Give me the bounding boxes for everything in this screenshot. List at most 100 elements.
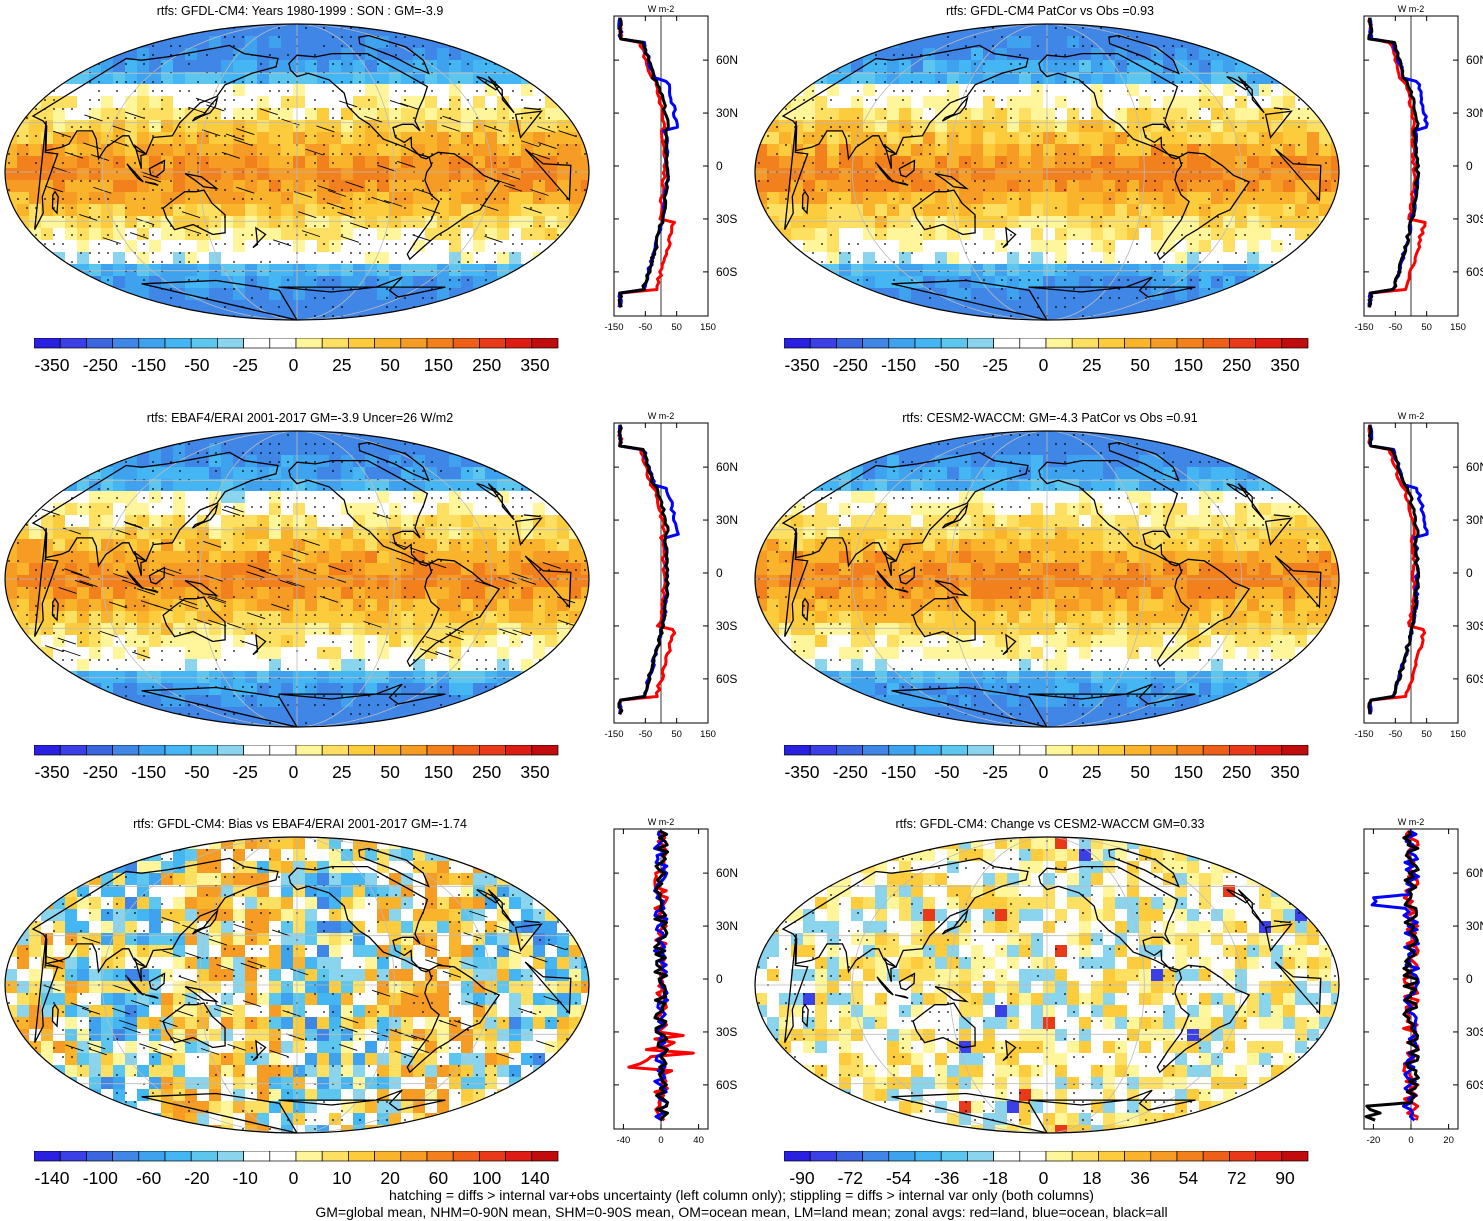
colorbar-swatch (217, 338, 244, 349)
profile-xtick: -50 (638, 322, 652, 333)
colorbar-swatch (243, 745, 271, 756)
colorbar-swatch (914, 338, 942, 349)
graticule (755, 431, 1339, 727)
colorbar-swatch (1281, 745, 1309, 756)
colorbar-label: -20 (184, 1168, 210, 1188)
coastlines (31, 34, 572, 320)
colorbar-swatch (34, 1151, 61, 1162)
colorbar-label: -140 (34, 1168, 70, 1188)
colorbar-labels: -350 -250 -150 -50 -25 0 25 50 150 250 350 (30, 355, 560, 379)
colorbar-swatch (190, 745, 218, 756)
colorbar-swatch (59, 745, 87, 756)
colorbar-label: -36 (934, 1168, 960, 1188)
colorbar-label: -72 (837, 1168, 863, 1188)
lat-label: 30N (716, 919, 738, 933)
map-border (4, 836, 590, 1134)
profile-units: W m-2 (1398, 817, 1425, 827)
zonal-profile: W m-2 60N 30N 0 30S 60S -20 0 20 (1363, 817, 1483, 1146)
lat-label: 30S (716, 1025, 737, 1039)
lat-label: 30N (716, 106, 738, 120)
colorbar-label: 25 (332, 355, 352, 375)
colorbar (784, 1151, 1309, 1162)
colorbar-swatch (1150, 1151, 1178, 1162)
colorbar-swatch (505, 338, 533, 349)
colorbar-label: 10 (332, 1168, 352, 1188)
colorbar-label: 25 (1082, 355, 1102, 375)
colorbar-swatch (940, 1151, 968, 1162)
colorbar-label: 250 (472, 762, 502, 782)
coastlines (781, 34, 1322, 320)
profile-xtick: -40 (617, 1135, 631, 1146)
colorbar-swatch (426, 745, 454, 756)
colorbar-swatch (348, 338, 375, 349)
colorbar-label: 54 (1178, 1168, 1199, 1188)
colorbar-swatch (1071, 745, 1099, 756)
colorbar-label: 36 (1130, 1168, 1150, 1188)
colorbar-label: 350 (520, 762, 550, 782)
colorbar-label: 150 (423, 762, 453, 782)
colorbar-swatch (1176, 338, 1204, 349)
lat-label: 0 (716, 159, 723, 173)
colorbar-label: 0 (1038, 1168, 1049, 1188)
colorbar (34, 745, 559, 756)
colorbar-swatch (1098, 1151, 1125, 1162)
profile-units: W m-2 (648, 4, 675, 14)
colorbar-label: 0 (288, 1168, 299, 1188)
colorbar (784, 745, 1309, 756)
colorbar-swatch (217, 1151, 244, 1162)
colorbar-swatch (862, 1151, 890, 1162)
colorbar-swatch (1124, 1151, 1152, 1162)
colorbar-swatch (1045, 1151, 1073, 1162)
colorbar-label: 25 (1082, 762, 1102, 782)
lat-label: 30N (1466, 919, 1483, 933)
colorbar-swatch (321, 745, 349, 756)
colorbar-swatch (862, 338, 890, 349)
colorbar-swatch (479, 338, 506, 349)
profile-xtick: 20 (1443, 1135, 1454, 1146)
colorbar-swatch (784, 1151, 811, 1162)
colorbar-swatch (967, 1151, 994, 1162)
footer-hatching-note: hatching = diffs > internal var+obs unce… (389, 1187, 1094, 1203)
colorbar-label: -250 (832, 762, 868, 782)
colorbar-label: -350 (34, 762, 70, 782)
lat-label: 30S (1466, 619, 1483, 633)
colorbar-swatch (1176, 1151, 1204, 1162)
colorbar-swatch (321, 1151, 349, 1162)
profile-xtick: -50 (1388, 322, 1402, 333)
map-border (754, 836, 1340, 1134)
colorbar-label: 0 (288, 355, 299, 375)
colorbar-label: -54 (885, 1168, 912, 1188)
lat-label: 0 (1466, 566, 1473, 580)
colorbar-label: -150 (131, 762, 167, 782)
profile-land-line (1367, 17, 1427, 308)
lat-label: 60N (716, 460, 738, 474)
lat-label: 60N (1466, 866, 1483, 880)
colorbar-label: -60 (135, 1168, 162, 1188)
colorbar-swatch (243, 1151, 271, 1162)
profile-xtick: 150 (700, 729, 716, 740)
colorbar-swatch (374, 745, 402, 756)
colorbar-label: 0 (1038, 762, 1049, 782)
panel-gfdl-cm4-change: rtfs: GFDL-CM4: Change vs CESM2-WACCM GM… (750, 813, 1483, 1218)
world-map (4, 836, 590, 1134)
colorbar-swatch (888, 745, 916, 756)
colorbar-swatch (86, 745, 113, 756)
profile-units: W m-2 (1398, 411, 1425, 421)
profile-all-line (617, 17, 670, 308)
hatching (41, 505, 577, 659)
colorbar-label: 18 (1082, 1168, 1102, 1188)
lat-label: 30N (1466, 106, 1483, 120)
colorbar-swatch (321, 338, 349, 349)
map-field (5, 24, 589, 320)
colorbar-swatch (426, 338, 454, 349)
colorbar-swatch (1124, 745, 1152, 756)
colorbar-swatch (940, 338, 968, 349)
colorbar-swatch (1202, 745, 1230, 756)
colorbar-swatch (1255, 1151, 1283, 1162)
colorbar-swatch (888, 338, 916, 349)
graticule (5, 837, 589, 1133)
colorbar-swatch (888, 1151, 916, 1162)
colorbar-swatch (914, 1151, 942, 1162)
profile-xtick: -50 (1388, 729, 1402, 740)
zonal-profile: W m-2 60N 30N 0 30S 60S -150 -50 50 150 (1354, 4, 1483, 333)
